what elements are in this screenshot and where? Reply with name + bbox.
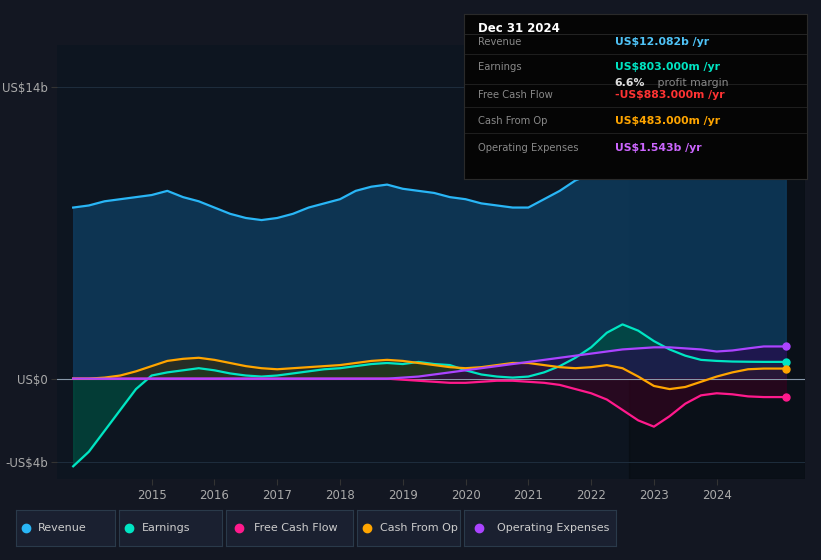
Text: Revenue: Revenue	[38, 523, 87, 533]
Text: Free Cash Flow: Free Cash Flow	[254, 523, 337, 533]
Text: US$12.082b /yr: US$12.082b /yr	[615, 37, 709, 47]
Text: 6.6%: 6.6%	[615, 78, 645, 88]
Text: -US$883.000m /yr: -US$883.000m /yr	[615, 90, 724, 100]
Text: US$1.543b /yr: US$1.543b /yr	[615, 143, 701, 153]
Text: US$803.000m /yr: US$803.000m /yr	[615, 62, 720, 72]
Text: Earnings: Earnings	[141, 523, 190, 533]
Text: Cash From Op: Cash From Op	[478, 116, 547, 127]
Text: Operating Expenses: Operating Expenses	[478, 143, 578, 153]
Text: Earnings: Earnings	[478, 62, 521, 72]
Bar	[629, 45, 805, 479]
Text: Free Cash Flow: Free Cash Flow	[478, 90, 553, 100]
Text: Cash From Op: Cash From Op	[379, 523, 457, 533]
Text: profit margin: profit margin	[654, 78, 729, 88]
Text: Dec 31 2024: Dec 31 2024	[478, 22, 559, 35]
Text: Revenue: Revenue	[478, 37, 521, 47]
Text: Operating Expenses: Operating Expenses	[498, 523, 610, 533]
Text: US$483.000m /yr: US$483.000m /yr	[615, 116, 720, 127]
